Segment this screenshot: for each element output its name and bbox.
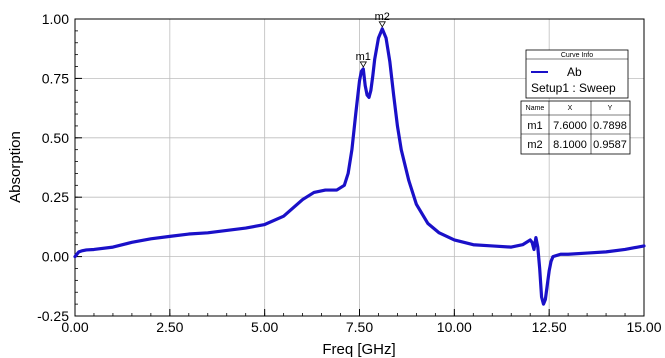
x-tick-label: 10.00	[437, 319, 472, 335]
y-tick-labels: -0.25 0.00 0.25 0.50 0.75 1.00	[37, 11, 69, 324]
marker-table-header-name: Name	[526, 105, 545, 112]
minor-ticks	[74, 18, 645, 317]
y-axis-title: Absorption	[7, 131, 24, 203]
legend-title: Curve Info	[561, 52, 593, 59]
x-tick-labels: 0.00 2.50 5.00 7.50 10.00 12.50 15.00	[61, 319, 661, 335]
curve-info-legend[interactable]: Curve Info Ab Setup1 : Sweep	[525, 49, 629, 99]
series-line-ab	[73, 27, 646, 306]
y-tick-label: 0.00	[42, 249, 69, 265]
y-tick-label: -0.25	[37, 308, 69, 324]
y-tick-label: 1.00	[42, 11, 69, 27]
marker-label: m2	[375, 11, 390, 23]
x-tick-label: 5.00	[251, 319, 278, 335]
marker-triangle	[359, 61, 367, 68]
x-tick-label: 15.00	[626, 319, 661, 335]
marker-table-header-y: Y	[608, 105, 613, 112]
marker-table[interactable]: Name X Y m1 7.6000 0.7898 m2 8.1000 0.95…	[520, 100, 631, 155]
legend-entry-setup: Setup1 : Sweep	[531, 81, 616, 95]
y-tick-label: 0.25	[42, 189, 69, 205]
marker-triangle	[378, 21, 386, 28]
y-tick-label: 0.50	[42, 130, 69, 146]
marker-table-cell: 8.1000	[553, 139, 587, 151]
x-tick-label: 2.50	[156, 319, 183, 335]
legend-box	[525, 49, 629, 99]
series-layer	[73, 27, 646, 306]
marker-table-cell: m1	[527, 120, 542, 132]
marker-table-cell: 0.7898	[593, 120, 627, 132]
marker-table-cell: 7.6000	[553, 120, 587, 132]
marker-table-cell: 0.9587	[593, 139, 627, 151]
x-tick-label: 0.00	[61, 319, 88, 335]
x-axis-title: Freq [GHz]	[322, 341, 395, 358]
legend-entry-name: Ab	[567, 65, 582, 79]
marker-label: m1	[356, 51, 371, 63]
x-tick-label: 12.50	[532, 319, 567, 335]
markers-layer: m1 m2	[356, 11, 390, 68]
x-tick-label: 7.50	[346, 319, 373, 335]
marker-table-cell: m2	[527, 139, 542, 151]
marker-table-header-x: X	[568, 105, 573, 112]
y-tick-label: 0.75	[42, 70, 69, 86]
marker-table-box	[520, 100, 631, 155]
